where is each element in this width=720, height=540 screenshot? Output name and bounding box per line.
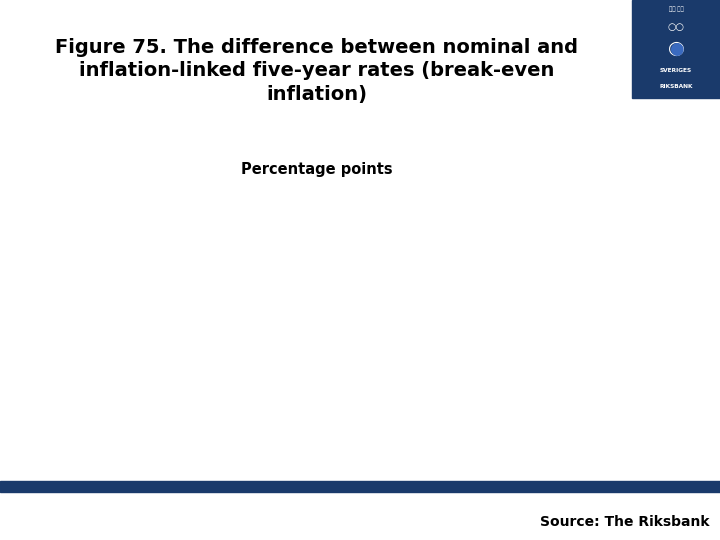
Text: Percentage points: Percentage points [241,162,392,177]
Text: SVERIGES: SVERIGES [660,68,692,73]
Text: Source: The Riksbank: Source: The Riksbank [540,515,709,529]
Text: ﾟﾟ ﾟﾟ: ﾟﾟ ﾟﾟ [669,6,683,12]
Text: ○○: ○○ [667,22,685,32]
Text: ●: ● [669,39,683,58]
Text: ○: ○ [667,39,685,58]
Text: RIKSBANK: RIKSBANK [660,84,693,89]
Text: Figure 75. The difference between nominal and
inflation-linked five-year rates (: Figure 75. The difference between nomina… [55,38,578,104]
